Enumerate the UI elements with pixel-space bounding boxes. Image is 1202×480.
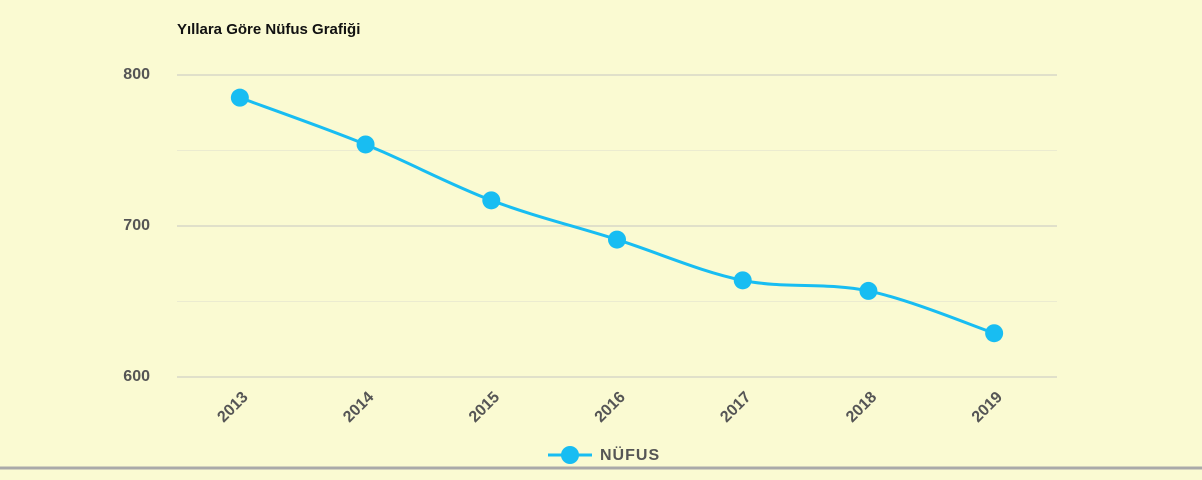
point <box>356 135 375 154</box>
point <box>859 281 878 300</box>
y-tick-label: 800 <box>123 66 150 83</box>
point <box>482 191 501 210</box>
legend-label: NÜFUS <box>600 445 660 464</box>
point <box>608 230 626 249</box>
chart-title: Yıllara Göre Nüfus Grafiği <box>177 21 360 38</box>
point <box>733 271 752 290</box>
y-tick-label: 600 <box>123 368 150 385</box>
legend-marker <box>561 446 579 464</box>
point <box>230 88 249 107</box>
point <box>985 324 1004 343</box>
y-tick-label: 700 <box>123 217 150 234</box>
